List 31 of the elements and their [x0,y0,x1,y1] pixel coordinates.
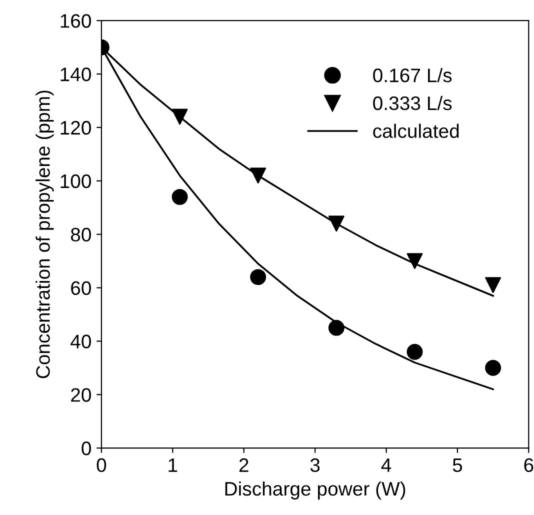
y-tick-label: 160 [60,14,91,28]
point [328,216,344,232]
point [406,253,423,270]
x-tick-label: 3 [310,458,320,472]
x-tick-label: 2 [239,458,248,472]
y-axis-title: Concentration of propylene (ppm) [36,90,54,378]
legend-label: 0.167 L/s [373,68,452,82]
y-tick-label: 60 [71,281,91,295]
y-tick-label: 40 [70,334,91,348]
y-tick-label: 100 [60,174,91,188]
point [406,344,423,360]
point [172,108,188,125]
y-tick-label: 0 [82,442,91,456]
point [250,269,266,286]
y-tick-label: 80 [70,228,91,242]
x-tick-label: 0 [96,458,106,472]
point [172,188,188,205]
y-tick-label: 120 [60,120,91,135]
point [485,277,502,294]
legend-label: 0.333 L/s [373,96,452,110]
x-tick-label: 1 [168,458,178,472]
point [250,168,266,184]
legend-label: calculated [373,124,459,138]
y-tick-label: 20 [71,388,91,402]
point [328,320,344,336]
x-tick-label: 4 [381,458,392,472]
x-tick-label: 6 [524,458,534,472]
x-axis-title: Discharge power (W) [225,481,406,500]
point [485,360,502,376]
y-tick-label: 140 [60,68,91,82]
x-tick-label: 5 [452,458,462,472]
